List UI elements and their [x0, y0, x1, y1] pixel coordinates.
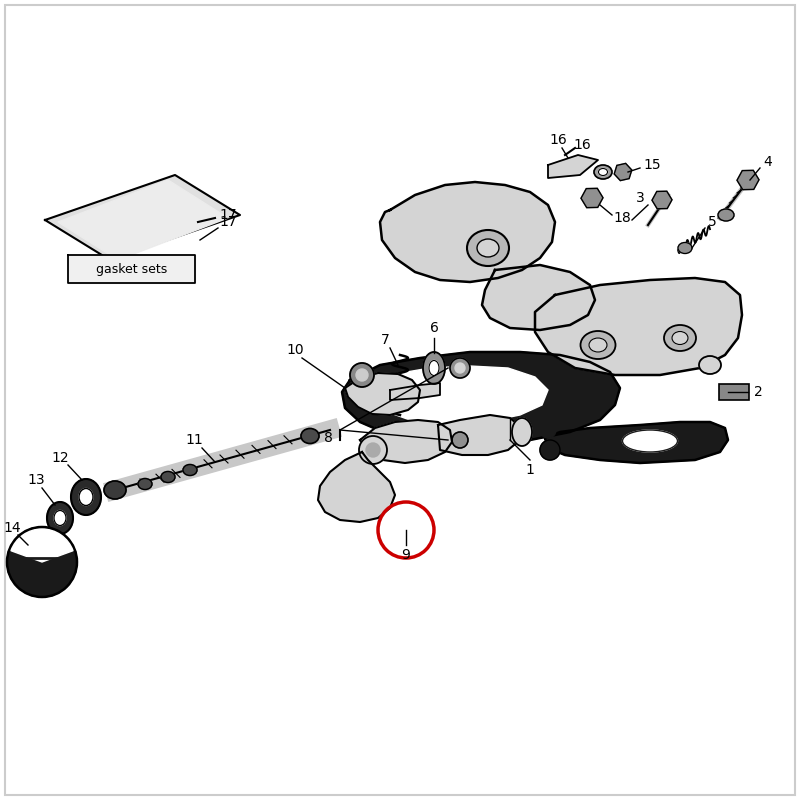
- Text: 12: 12: [51, 451, 69, 465]
- Text: 7: 7: [381, 333, 390, 347]
- Ellipse shape: [477, 239, 499, 257]
- Ellipse shape: [455, 363, 465, 373]
- Ellipse shape: [678, 242, 692, 254]
- Ellipse shape: [622, 430, 678, 452]
- Ellipse shape: [581, 331, 615, 359]
- Text: 14: 14: [3, 521, 21, 535]
- Ellipse shape: [429, 361, 439, 375]
- Text: 1: 1: [526, 463, 534, 477]
- FancyBboxPatch shape: [719, 384, 749, 400]
- Wedge shape: [11, 529, 73, 562]
- Polygon shape: [345, 373, 420, 415]
- Polygon shape: [360, 420, 452, 463]
- Circle shape: [357, 402, 373, 418]
- Ellipse shape: [467, 230, 509, 266]
- Polygon shape: [368, 366, 548, 424]
- Ellipse shape: [718, 209, 734, 221]
- Text: 10: 10: [286, 343, 304, 357]
- Circle shape: [350, 363, 374, 387]
- Text: 11: 11: [185, 433, 203, 447]
- Ellipse shape: [664, 325, 696, 351]
- Text: 17: 17: [219, 208, 237, 222]
- Ellipse shape: [598, 169, 607, 175]
- Polygon shape: [68, 255, 195, 283]
- Text: 6: 6: [430, 321, 438, 335]
- Ellipse shape: [183, 465, 197, 475]
- Ellipse shape: [47, 502, 73, 534]
- Polygon shape: [545, 422, 728, 463]
- Ellipse shape: [423, 352, 445, 384]
- Circle shape: [7, 527, 77, 597]
- Text: 16: 16: [549, 133, 567, 147]
- Polygon shape: [548, 155, 598, 178]
- Text: 2: 2: [754, 385, 762, 399]
- Ellipse shape: [301, 429, 319, 443]
- Polygon shape: [342, 352, 620, 445]
- Circle shape: [356, 369, 368, 381]
- Ellipse shape: [161, 471, 175, 482]
- Circle shape: [540, 440, 560, 460]
- Text: 17: 17: [219, 215, 237, 229]
- FancyBboxPatch shape: [5, 5, 795, 795]
- Text: 3: 3: [636, 191, 644, 205]
- Ellipse shape: [512, 418, 532, 446]
- Polygon shape: [45, 175, 240, 260]
- Polygon shape: [482, 265, 595, 330]
- Text: 18: 18: [613, 211, 631, 225]
- Text: 13: 13: [27, 473, 45, 487]
- Ellipse shape: [104, 481, 126, 499]
- Circle shape: [359, 436, 387, 464]
- Polygon shape: [380, 182, 555, 282]
- Ellipse shape: [672, 331, 688, 345]
- Text: gasket sets: gasket sets: [96, 262, 168, 275]
- Text: 4: 4: [764, 155, 772, 169]
- Ellipse shape: [79, 489, 93, 506]
- Ellipse shape: [450, 358, 470, 378]
- Ellipse shape: [54, 510, 66, 526]
- Polygon shape: [438, 415, 522, 455]
- Ellipse shape: [589, 338, 607, 352]
- Text: 8: 8: [323, 431, 333, 445]
- Ellipse shape: [699, 356, 721, 374]
- Text: 5: 5: [708, 215, 716, 229]
- Text: 15: 15: [643, 158, 661, 172]
- Ellipse shape: [452, 432, 468, 448]
- Polygon shape: [318, 452, 395, 522]
- Polygon shape: [535, 278, 742, 375]
- Circle shape: [366, 443, 380, 457]
- Ellipse shape: [138, 478, 152, 490]
- Ellipse shape: [71, 479, 101, 515]
- Text: 9: 9: [402, 548, 410, 562]
- Circle shape: [540, 422, 556, 438]
- Ellipse shape: [594, 165, 612, 179]
- Polygon shape: [58, 180, 228, 260]
- Polygon shape: [390, 383, 440, 400]
- Text: 16: 16: [573, 138, 591, 152]
